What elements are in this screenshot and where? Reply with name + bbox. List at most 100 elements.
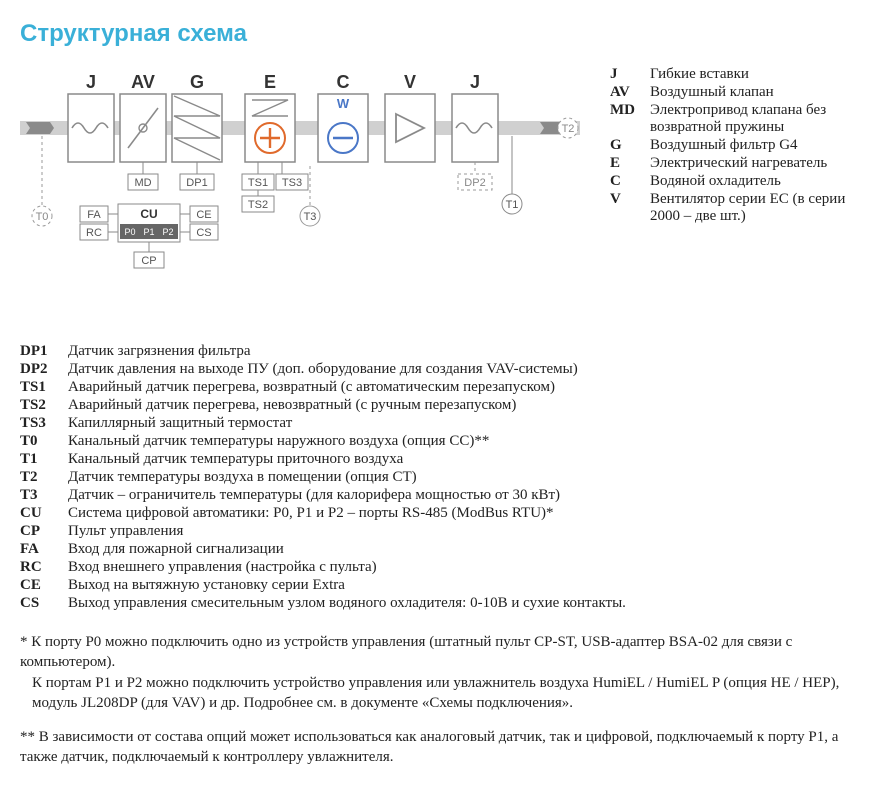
legend-code: TS3 <box>20 415 68 432</box>
footnote-2: ** В зависимости от состава опций может … <box>20 727 871 768</box>
legend-desc: Датчик – ограничитель температуры (для к… <box>68 487 871 504</box>
footnote-1a: * К порту P0 можно подключить одно из ус… <box>20 632 871 673</box>
svg-text:CS: CS <box>196 227 211 239</box>
legend-desc: Канальный датчик температуры наружного в… <box>68 433 871 450</box>
footnote-1b: К портам P1 и P2 можно подключить устрой… <box>32 673 871 714</box>
legend-desc: Канальный датчик температуры приточного … <box>68 451 871 468</box>
svg-text:RC: RC <box>86 227 102 239</box>
svg-text:P1: P1 <box>143 227 154 237</box>
legend-desc: Аварийный датчик перегрева, невозвратный… <box>68 397 871 414</box>
svg-text:P2: P2 <box>162 227 173 237</box>
svg-text:DP1: DP1 <box>186 177 207 189</box>
legend-top: JГибкие вставкиAVВоздушный клапанMDЭлект… <box>610 66 871 321</box>
svg-text:V: V <box>404 72 416 92</box>
legend-top-row: EЭлектрический нагреватель <box>610 155 871 172</box>
svg-text:MD: MD <box>134 177 151 189</box>
legend-code: CU <box>20 505 68 522</box>
svg-text:DP2: DP2 <box>464 177 485 189</box>
legend-main-row: T1Канальный датчик температуры приточног… <box>20 451 871 468</box>
legend-main-row: TS2Аварийный датчик перегрева, невозврат… <box>20 397 871 414</box>
legend-top-row: VВентилятор серии EC (в серии 2000 – две… <box>610 191 871 225</box>
legend-code: T0 <box>20 433 68 450</box>
legend-main-row: CSВыход управления смесительным узлом во… <box>20 595 871 612</box>
legend-code: V <box>610 191 650 225</box>
legend-desc: Капиллярный защитный термостат <box>68 415 871 432</box>
svg-text:G: G <box>190 72 204 92</box>
legend-desc: Датчик температуры воздуха в помещении (… <box>68 469 871 486</box>
t2-sensor: T2 <box>558 118 578 138</box>
legend-main: DP1Датчик загрязнения фильтраDP2Датчик д… <box>20 343 871 612</box>
svg-text:C: C <box>337 72 350 92</box>
legend-main-row: T3Датчик – ограничитель температуры (для… <box>20 487 871 504</box>
legend-top-row: AVВоздушный клапан <box>610 84 871 101</box>
legend-desc: Выход управления смесительным узлом водя… <box>68 595 871 612</box>
legend-main-row: TS3Капиллярный защитный термостат <box>20 415 871 432</box>
svg-text:T2: T2 <box>562 123 575 135</box>
legend-code: DP1 <box>20 343 68 360</box>
legend-main-row: CPПульт управления <box>20 523 871 540</box>
svg-text:FA: FA <box>87 209 101 221</box>
block-E: E <box>245 72 295 162</box>
svg-text:J: J <box>86 72 96 92</box>
legend-code: E <box>610 155 650 172</box>
svg-text:TS2: TS2 <box>248 199 268 211</box>
svg-text:TS3: TS3 <box>282 177 302 189</box>
legend-desc: Аварийный датчик перегрева, возвратный (… <box>68 379 871 396</box>
legend-desc: Вентилятор серии EC (в серии 2000 – две … <box>650 191 871 225</box>
svg-text:T0: T0 <box>36 211 49 223</box>
legend-desc: Воздушный фильтр G4 <box>650 137 871 154</box>
inlet-arrow-icon <box>26 122 54 134</box>
legend-code: CE <box>20 577 68 594</box>
w-label: W <box>337 96 350 111</box>
svg-text:T3: T3 <box>304 211 317 223</box>
legend-code: T2 <box>20 469 68 486</box>
legend-desc: Датчик загрязнения фильтра <box>68 343 871 360</box>
legend-code: FA <box>20 541 68 558</box>
block-J-left: J <box>68 72 114 162</box>
legend-code: T3 <box>20 487 68 504</box>
legend-main-row: T0Канальный датчик температуры наружного… <box>20 433 871 450</box>
legend-code: G <box>610 137 650 154</box>
top-section: J AV G E W <box>20 66 871 321</box>
legend-code: DP2 <box>20 361 68 378</box>
svg-text:J: J <box>470 72 480 92</box>
legend-desc: Водяной охладитель <box>650 173 871 190</box>
legend-desc: Вход для пожарной сигнализации <box>68 541 871 558</box>
legend-code: RC <box>20 559 68 576</box>
svg-text:P0: P0 <box>124 227 135 237</box>
legend-main-row: CUСистема цифровой автоматики: P0, P1 и … <box>20 505 871 522</box>
legend-top-row: GВоздушный фильтр G4 <box>610 137 871 154</box>
legend-main-row: DP2Датчик давления на выходе ПУ (доп. об… <box>20 361 871 378</box>
cu-cluster: FA RC CU P0 P1 P2 CE CS <box>80 204 218 268</box>
legend-desc: Воздушный клапан <box>650 84 871 101</box>
svg-text:T1: T1 <box>506 199 519 211</box>
legend-desc: Система цифровой автоматики: P0, P1 и P2… <box>68 505 871 522</box>
legend-top-row: CВодяной охладитель <box>610 173 871 190</box>
legend-code: TS1 <box>20 379 68 396</box>
legend-top-row: JГибкие вставки <box>610 66 871 83</box>
block-AV: AV <box>120 72 166 162</box>
schematic-diagram: J AV G E W <box>20 66 580 321</box>
legend-desc: Гибкие вставки <box>650 66 871 83</box>
legend-main-row: RCВход внешнего управления (настройка с … <box>20 559 871 576</box>
legend-code: C <box>610 173 650 190</box>
t0-sensor: T0 <box>32 136 52 226</box>
legend-main-row: T2Датчик температуры воздуха в помещении… <box>20 469 871 486</box>
legend-main-row: FAВход для пожарной сигнализации <box>20 541 871 558</box>
svg-text:AV: AV <box>131 72 155 92</box>
legend-top-row: MDЭлектропривод клапана без возвратной п… <box>610 102 871 136</box>
legend-code: MD <box>610 102 650 136</box>
legend-desc: Пульт управления <box>68 523 871 540</box>
legend-code: T1 <box>20 451 68 468</box>
legend-code: TS2 <box>20 397 68 414</box>
legend-code: CP <box>20 523 68 540</box>
legend-desc: Вход внешнего управления (настройка с пу… <box>68 559 871 576</box>
footnote-2-text: ** В зависимости от состава опций может … <box>20 727 871 768</box>
legend-code: AV <box>610 84 650 101</box>
dp1-box: DP1 <box>180 162 214 190</box>
legend-desc: Датчик давления на выходе ПУ (доп. обору… <box>68 361 871 378</box>
block-G: G <box>172 72 222 162</box>
legend-desc: Электрический нагреватель <box>650 155 871 172</box>
svg-text:CE: CE <box>196 209 211 221</box>
block-V: V <box>385 72 435 162</box>
